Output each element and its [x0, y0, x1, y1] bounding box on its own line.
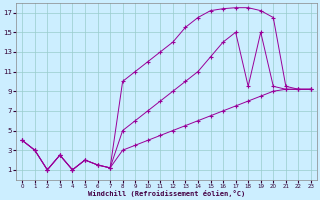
X-axis label: Windchill (Refroidissement éolien,°C): Windchill (Refroidissement éolien,°C) — [88, 190, 245, 197]
